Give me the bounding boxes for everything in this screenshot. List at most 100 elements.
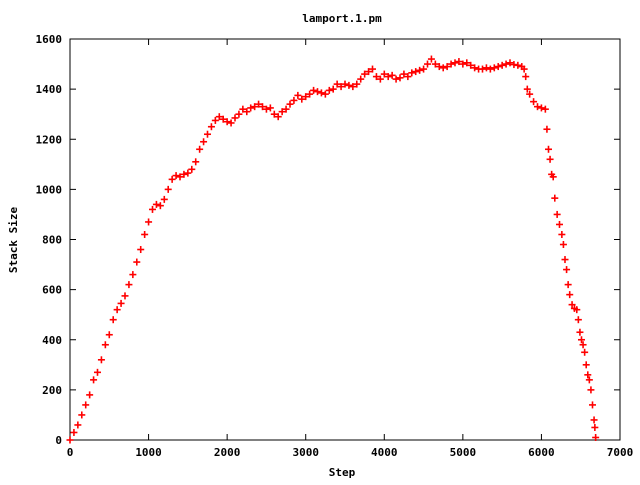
data-point (561, 256, 569, 264)
data-point (262, 105, 270, 113)
data-point (439, 64, 447, 72)
data-point (506, 59, 514, 67)
data-point (545, 145, 552, 153)
data-point (97, 356, 105, 364)
y-tick-label: 1000 (36, 183, 63, 196)
data-point (431, 60, 439, 68)
data-point (541, 105, 549, 113)
data-point (211, 116, 219, 124)
data-point (582, 361, 590, 369)
data-point (251, 103, 259, 111)
data-point (392, 75, 400, 83)
x-tick-label: 4000 (371, 446, 398, 459)
data-point (180, 170, 188, 178)
data-point (427, 55, 435, 63)
data-point (133, 258, 141, 266)
data-point (321, 90, 329, 98)
data-point (176, 173, 184, 181)
data-point (353, 80, 361, 88)
data-point (196, 145, 204, 153)
data-point (290, 96, 298, 104)
data-point (459, 60, 467, 68)
data-point (467, 61, 475, 69)
data-point (408, 69, 416, 77)
data-point (568, 301, 576, 309)
data-point (376, 75, 384, 83)
data-point (479, 65, 486, 73)
data-point (553, 210, 561, 218)
data-point (522, 73, 530, 81)
data-point (551, 194, 559, 202)
x-axis-label: Step (329, 466, 356, 479)
data-point (341, 80, 349, 88)
data-point (589, 401, 596, 409)
data-point (243, 108, 251, 116)
y-tick-label: 1400 (36, 83, 63, 96)
data-point (74, 421, 82, 429)
data-point (357, 75, 365, 83)
data-point (137, 246, 145, 254)
data-point (266, 104, 274, 112)
data-point (494, 63, 502, 71)
data-point (578, 336, 585, 344)
data-point (584, 371, 592, 379)
data-point (579, 341, 587, 349)
data-point (282, 105, 290, 113)
data-point (294, 91, 302, 99)
data-point (581, 348, 589, 356)
data-point (298, 95, 306, 103)
data-point (168, 175, 176, 183)
data-point (333, 80, 341, 88)
data-point (349, 83, 357, 91)
data-point (471, 64, 479, 72)
data-point (235, 110, 243, 118)
data-point (486, 65, 494, 73)
x-tick-label: 5000 (450, 446, 477, 459)
data-point (125, 281, 133, 289)
x-tick-label: 3000 (292, 446, 319, 459)
data-point (396, 74, 404, 82)
x-tick-label: 0 (67, 446, 74, 459)
data-point (573, 306, 581, 314)
data-point (302, 93, 310, 101)
data-point (482, 64, 490, 72)
data-point (559, 241, 567, 249)
data-point (145, 218, 153, 226)
y-tick-label: 1200 (36, 133, 63, 146)
data-point (204, 130, 211, 138)
data-point (70, 428, 78, 436)
data-point (443, 63, 451, 71)
data-point (498, 61, 506, 69)
data-point (329, 85, 337, 93)
data-point (420, 65, 428, 73)
marker-layer (66, 55, 600, 444)
data-point (270, 110, 278, 118)
data-point (424, 60, 431, 68)
data-point (587, 386, 595, 394)
data-point (563, 266, 571, 274)
y-axis-label: Stack Size (7, 207, 20, 274)
data-point (306, 90, 314, 98)
x-tick-label: 6000 (528, 446, 555, 459)
y-tick-label: 600 (42, 284, 62, 297)
data-point (591, 423, 599, 431)
data-point (380, 70, 388, 78)
x-tick-label: 2000 (214, 446, 241, 459)
data-point (546, 155, 554, 163)
data-point (172, 172, 180, 180)
data-point (94, 368, 101, 376)
data-point (384, 73, 392, 81)
data-point (388, 71, 396, 79)
data-point (520, 65, 528, 73)
data-point (526, 90, 534, 98)
y-tick-label: 1600 (36, 33, 63, 46)
data-point (101, 341, 109, 349)
y-tick-label: 400 (42, 334, 62, 347)
data-point (239, 105, 247, 113)
data-point (314, 88, 321, 96)
data-point (78, 411, 86, 419)
data-point (310, 86, 318, 94)
data-point (412, 68, 420, 76)
tick-layer: 0 1000 2000 3000 4000 5000 6000 7000 0 200 400 600 8… (36, 33, 634, 459)
